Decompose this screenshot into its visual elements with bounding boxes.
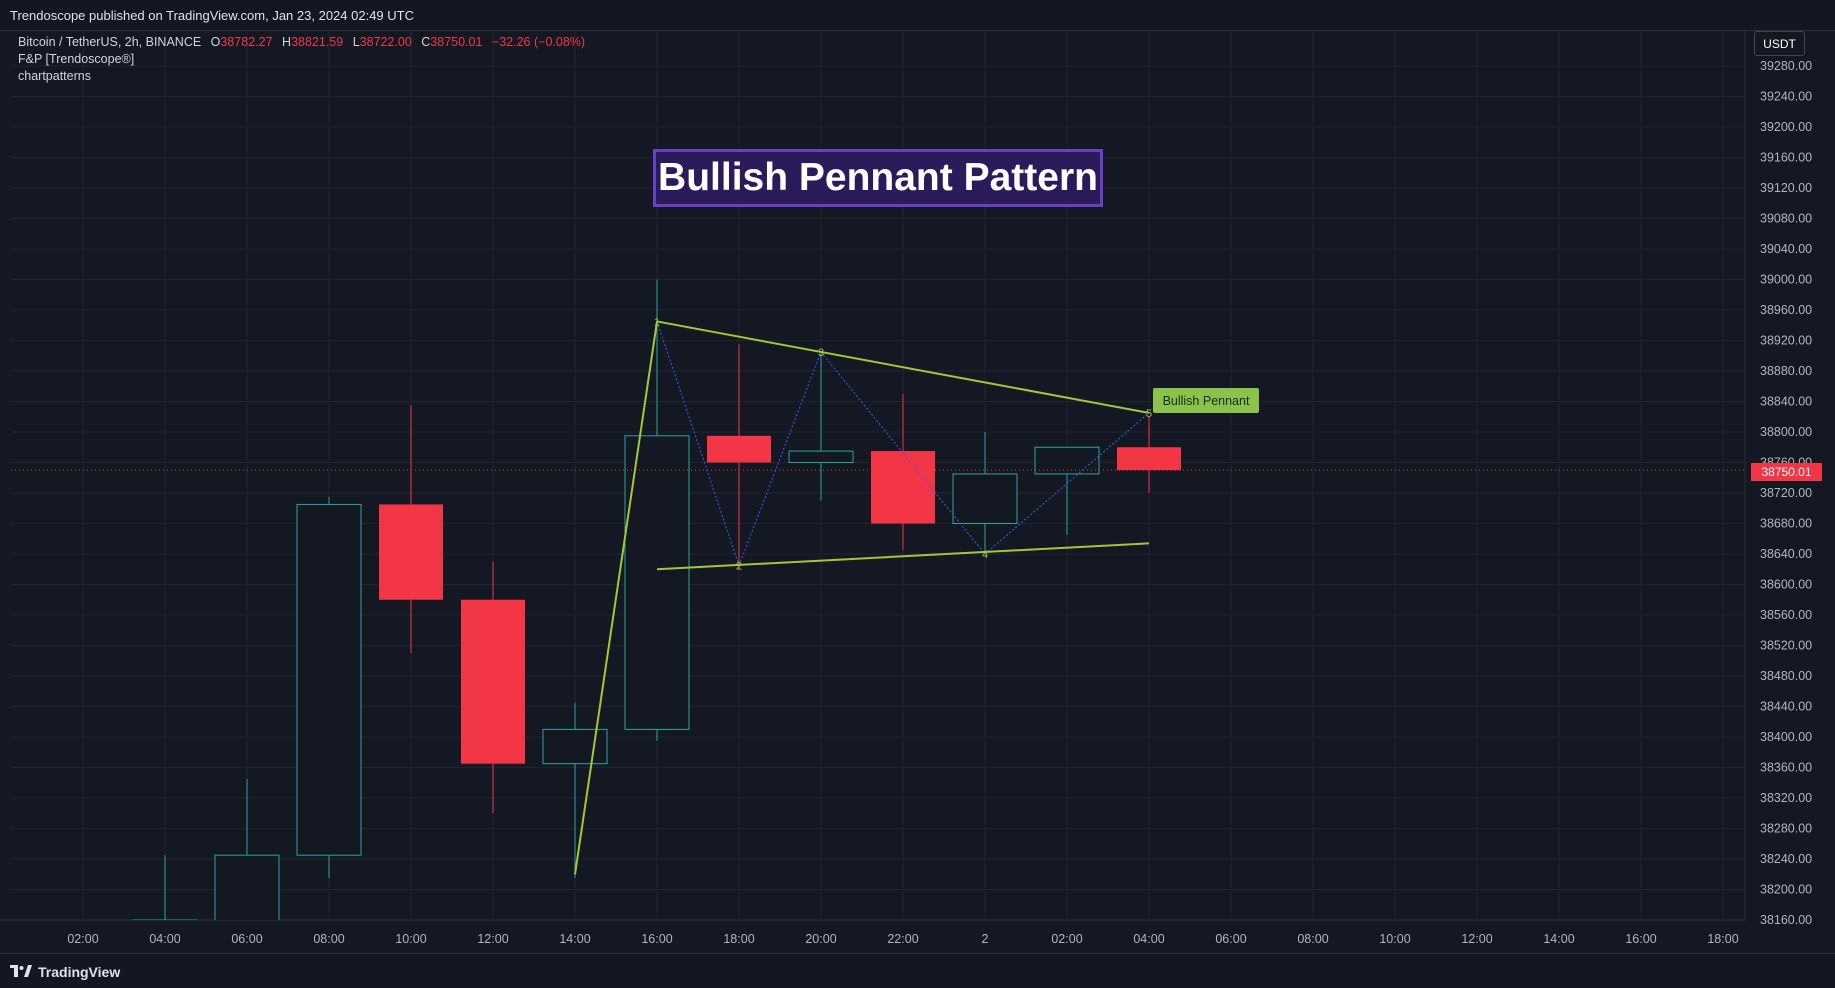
time-axis-label: 18:00 bbox=[1707, 932, 1738, 946]
price-axis-label: 38200.00 bbox=[1760, 883, 1812, 897]
candle-body-up bbox=[132, 919, 198, 920]
price-axis-label: 38400.00 bbox=[1760, 730, 1812, 744]
candle-body-up bbox=[788, 450, 854, 463]
chart-legend: Bitcoin / TetherUS, 2h, BINANCE O38782.2… bbox=[18, 34, 585, 85]
price-axis-label: 38720.00 bbox=[1760, 486, 1812, 500]
price-axis-label: 38600.00 bbox=[1760, 578, 1812, 592]
close-key: C bbox=[421, 35, 431, 49]
ohlc-row: Bitcoin / TetherUS, 2h, BINANCE O38782.2… bbox=[18, 34, 585, 51]
price-axis-label: 39040.00 bbox=[1760, 242, 1812, 256]
brand-name: TradingView bbox=[38, 964, 121, 980]
price-axis-label: 38800.00 bbox=[1760, 425, 1812, 439]
price-axis-label: 38960.00 bbox=[1760, 303, 1812, 317]
pattern-point-label: 2 bbox=[736, 560, 742, 572]
price-axis-label: 38920.00 bbox=[1760, 334, 1812, 348]
candle-body-up bbox=[1034, 446, 1100, 475]
time-axis-label: 20:00 bbox=[805, 932, 836, 946]
price-axis-label: 38560.00 bbox=[1760, 608, 1812, 622]
low-value: 38722.00 bbox=[359, 35, 412, 49]
time-axis-label: 2 bbox=[982, 932, 989, 946]
last-price-badge: 38750.01 bbox=[1751, 463, 1822, 481]
indicator-row-1[interactable]: F&P [Trendoscope®] bbox=[18, 52, 135, 66]
indicator-row-2[interactable]: chartpatterns bbox=[18, 69, 91, 83]
candle-body-up bbox=[624, 435, 690, 730]
zigzag-segment bbox=[820, 351, 986, 555]
plot-area: 1 2 3 4 5 bbox=[11, 279, 1745, 920]
time-axis-label: 02:00 bbox=[67, 932, 98, 946]
published-text: Trendoscope published on TradingView.com… bbox=[10, 8, 414, 23]
price-axis-label: 39240.00 bbox=[1760, 90, 1812, 104]
time-axis-label: 22:00 bbox=[887, 932, 918, 946]
close-value: 38750.01 bbox=[430, 35, 483, 49]
price-axis-label: 38440.00 bbox=[1760, 700, 1812, 714]
symbol-label[interactable]: Bitcoin / TetherUS, 2h, BINANCE bbox=[18, 35, 202, 49]
open-key: O bbox=[210, 35, 221, 49]
footer-bar: TradingView bbox=[0, 953, 1835, 988]
price-axis-label: 39200.00 bbox=[1760, 120, 1812, 134]
pattern-label: Bullish Pennant bbox=[1153, 388, 1259, 413]
price-axis-label: 38840.00 bbox=[1760, 395, 1812, 409]
candle-body-up bbox=[214, 854, 280, 920]
candle-body-down bbox=[707, 435, 771, 463]
pennant-upper-line bbox=[656, 320, 1150, 414]
currency-button[interactable]: USDT bbox=[1754, 31, 1805, 56]
candle-body-up bbox=[952, 473, 1018, 524]
zigzag-segment bbox=[984, 412, 1150, 555]
price-axis-label: 38520.00 bbox=[1760, 639, 1812, 653]
high-key: H bbox=[282, 35, 292, 49]
time-axis-label: 02:00 bbox=[1051, 932, 1082, 946]
price-axis-label: 39080.00 bbox=[1760, 212, 1812, 226]
price-axis-label: 39120.00 bbox=[1760, 181, 1812, 195]
pattern-point-label: 3 bbox=[818, 347, 824, 359]
time-axis-label: 10:00 bbox=[395, 932, 426, 946]
time-axis-label: 12:00 bbox=[477, 932, 508, 946]
price-axis-label: 38360.00 bbox=[1760, 761, 1812, 775]
chart-title-banner: Bullish Pennant Pattern bbox=[653, 149, 1103, 207]
low-key: L bbox=[352, 35, 360, 49]
zigzag-segment bbox=[656, 321, 740, 566]
time-axis-label: 18:00 bbox=[723, 932, 754, 946]
flag-pole-line bbox=[574, 321, 658, 875]
tradingview-brand[interactable]: TradingView bbox=[10, 964, 120, 980]
price-axis-label: 38880.00 bbox=[1760, 364, 1812, 378]
price-axis-label: 38240.00 bbox=[1760, 852, 1812, 866]
price-axis-label: 38160.00 bbox=[1760, 913, 1812, 927]
time-axis-label: 14:00 bbox=[1543, 932, 1574, 946]
candle-body-down bbox=[461, 599, 525, 764]
candle-body-down bbox=[379, 504, 443, 600]
tradingview-logo-icon bbox=[10, 964, 32, 980]
price-axis-label: 38280.00 bbox=[1760, 822, 1812, 836]
time-axis-label: 08:00 bbox=[313, 932, 344, 946]
candle-body-up bbox=[542, 728, 608, 765]
price-axis-label: 39000.00 bbox=[1760, 273, 1812, 287]
candle-body-down bbox=[1117, 447, 1181, 471]
price-axis-label: 39280.00 bbox=[1760, 59, 1812, 73]
high-value: 38821.59 bbox=[291, 35, 344, 49]
price-axis-label: 39160.00 bbox=[1760, 151, 1812, 165]
open-value: 38782.27 bbox=[220, 35, 273, 49]
time-axis-label: 04:00 bbox=[149, 932, 180, 946]
time-axis-label: 16:00 bbox=[1625, 932, 1656, 946]
candle-body-down bbox=[871, 451, 935, 524]
time-axis-label: 14:00 bbox=[559, 932, 590, 946]
price-axis-label: 38320.00 bbox=[1760, 791, 1812, 805]
time-axis-label: 16:00 bbox=[641, 932, 672, 946]
price-axis-label: 38640.00 bbox=[1760, 547, 1812, 561]
pattern-point-label: 5 bbox=[1146, 408, 1152, 420]
time-axis-label: 06:00 bbox=[1215, 932, 1246, 946]
price-axis-label: 38680.00 bbox=[1760, 517, 1812, 531]
change-value: −32.26 (−0.08%) bbox=[491, 35, 586, 49]
time-axis-label: 04:00 bbox=[1133, 932, 1164, 946]
pattern-point-label: 1 bbox=[654, 316, 660, 328]
price-axis-label: 38480.00 bbox=[1760, 669, 1812, 683]
top-bar: Trendoscope published on TradingView.com… bbox=[0, 0, 1835, 31]
pattern-point-label: 4 bbox=[982, 549, 988, 561]
time-axis-label: 10:00 bbox=[1379, 932, 1410, 946]
time-axis-label: 12:00 bbox=[1461, 932, 1492, 946]
pennant-lower-line bbox=[656, 542, 1150, 571]
time-axis-label: 08:00 bbox=[1297, 932, 1328, 946]
time-axis-label: 06:00 bbox=[231, 932, 262, 946]
candle-body-up bbox=[296, 503, 362, 856]
